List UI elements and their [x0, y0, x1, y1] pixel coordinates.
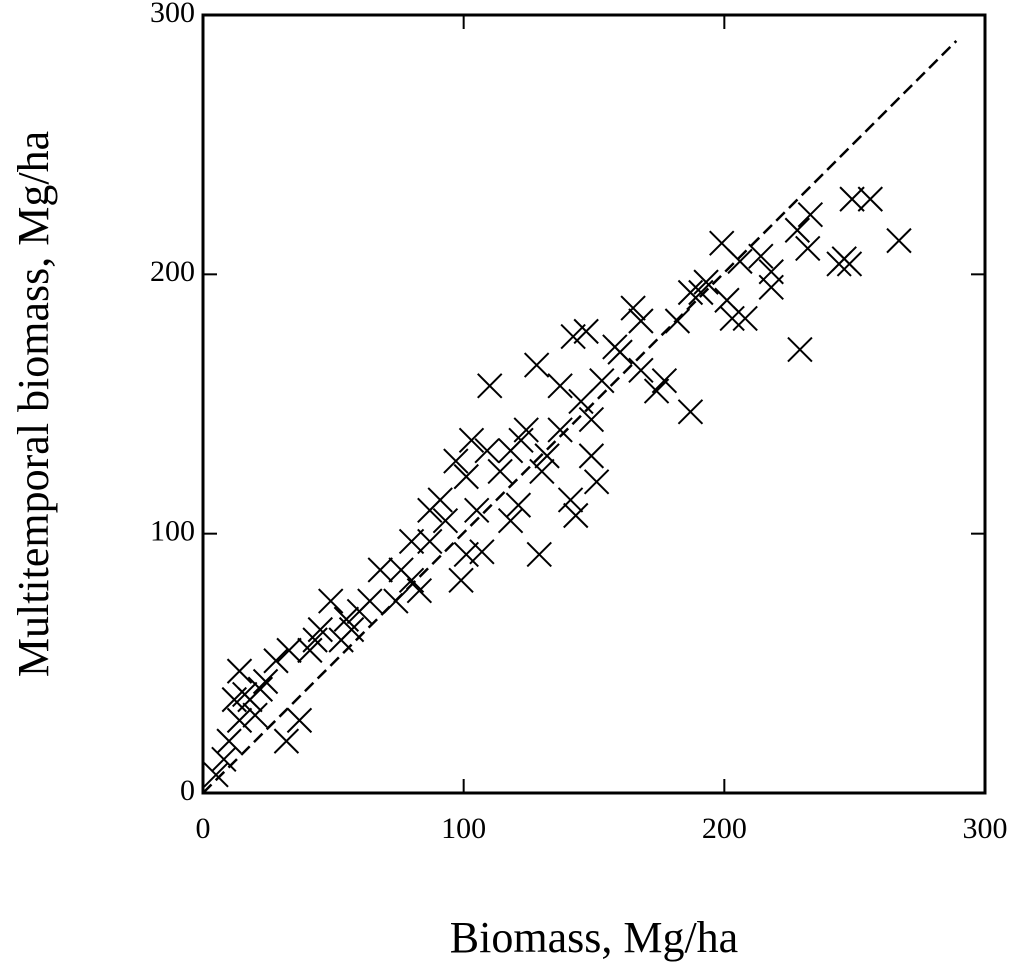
point: [547, 373, 573, 399]
point: [211, 746, 237, 772]
point: [677, 279, 704, 306]
point: [458, 427, 485, 454]
y-tick-label: 0: [180, 774, 195, 807]
point: [688, 279, 714, 306]
point: [443, 448, 469, 474]
point: [221, 686, 247, 713]
point: [714, 287, 740, 313]
point: [836, 251, 863, 277]
point: [748, 243, 774, 269]
point: [628, 308, 654, 334]
point: [578, 406, 605, 433]
point: [784, 217, 811, 243]
point: [651, 367, 678, 394]
point: [273, 728, 300, 754]
point: [463, 497, 490, 524]
point: [523, 352, 550, 378]
point: [417, 528, 443, 555]
point: [448, 567, 474, 594]
point: [578, 443, 605, 469]
point: [795, 235, 821, 262]
point: [758, 259, 784, 285]
point: [505, 492, 532, 518]
point: [203, 762, 229, 788]
point: [474, 437, 500, 464]
point: [557, 487, 584, 513]
point: [573, 318, 599, 345]
point: [432, 507, 459, 534]
point: [346, 598, 373, 625]
point: [886, 227, 912, 254]
point: [547, 417, 573, 443]
point: [469, 539, 495, 565]
point: [602, 334, 628, 360]
point: [216, 728, 242, 754]
point: [318, 588, 344, 614]
point: [477, 373, 503, 399]
y-axis-label: Multitemporal biomass, Mg/ha: [9, 131, 58, 677]
point: [497, 507, 524, 534]
point: [453, 541, 479, 568]
point: [367, 557, 393, 583]
point: [526, 541, 552, 568]
point: [563, 502, 589, 529]
point: [398, 567, 425, 594]
point: [263, 648, 289, 674]
point: [826, 251, 852, 277]
point: [643, 378, 670, 404]
point: [857, 186, 884, 212]
point: [583, 469, 610, 495]
point: [417, 497, 443, 524]
y-tick-label: 100: [150, 515, 195, 548]
y-tick-label: 200: [150, 255, 195, 288]
point: [727, 248, 753, 275]
point: [797, 201, 824, 228]
point: [453, 463, 479, 490]
point: [226, 707, 253, 734]
point: [252, 668, 279, 695]
point: [677, 399, 704, 425]
x-axis-label: Biomass, Mg/ha: [450, 913, 738, 962]
point: [406, 578, 433, 604]
point: [787, 336, 813, 363]
point: [398, 528, 425, 555]
point: [242, 702, 268, 728]
x-tick-label: 100: [441, 812, 486, 845]
point: [226, 658, 253, 684]
point: [487, 458, 513, 485]
point: [589, 367, 615, 394]
x-tick-label: 0: [196, 812, 211, 845]
x-tick-label: 300: [963, 812, 1008, 845]
point: [286, 707, 313, 734]
reference-line: [202, 40, 958, 794]
point: [529, 458, 555, 485]
x-tick-label: 200: [702, 812, 747, 845]
plot-frame: [201, 13, 987, 795]
point: [534, 443, 560, 469]
point: [508, 427, 534, 454]
point: [560, 323, 586, 350]
point: [302, 627, 328, 653]
point: [719, 305, 745, 332]
point: [620, 295, 646, 321]
point: [276, 637, 302, 664]
point: [628, 357, 654, 383]
y-tick-label: 300: [150, 0, 195, 29]
point: [839, 186, 865, 212]
